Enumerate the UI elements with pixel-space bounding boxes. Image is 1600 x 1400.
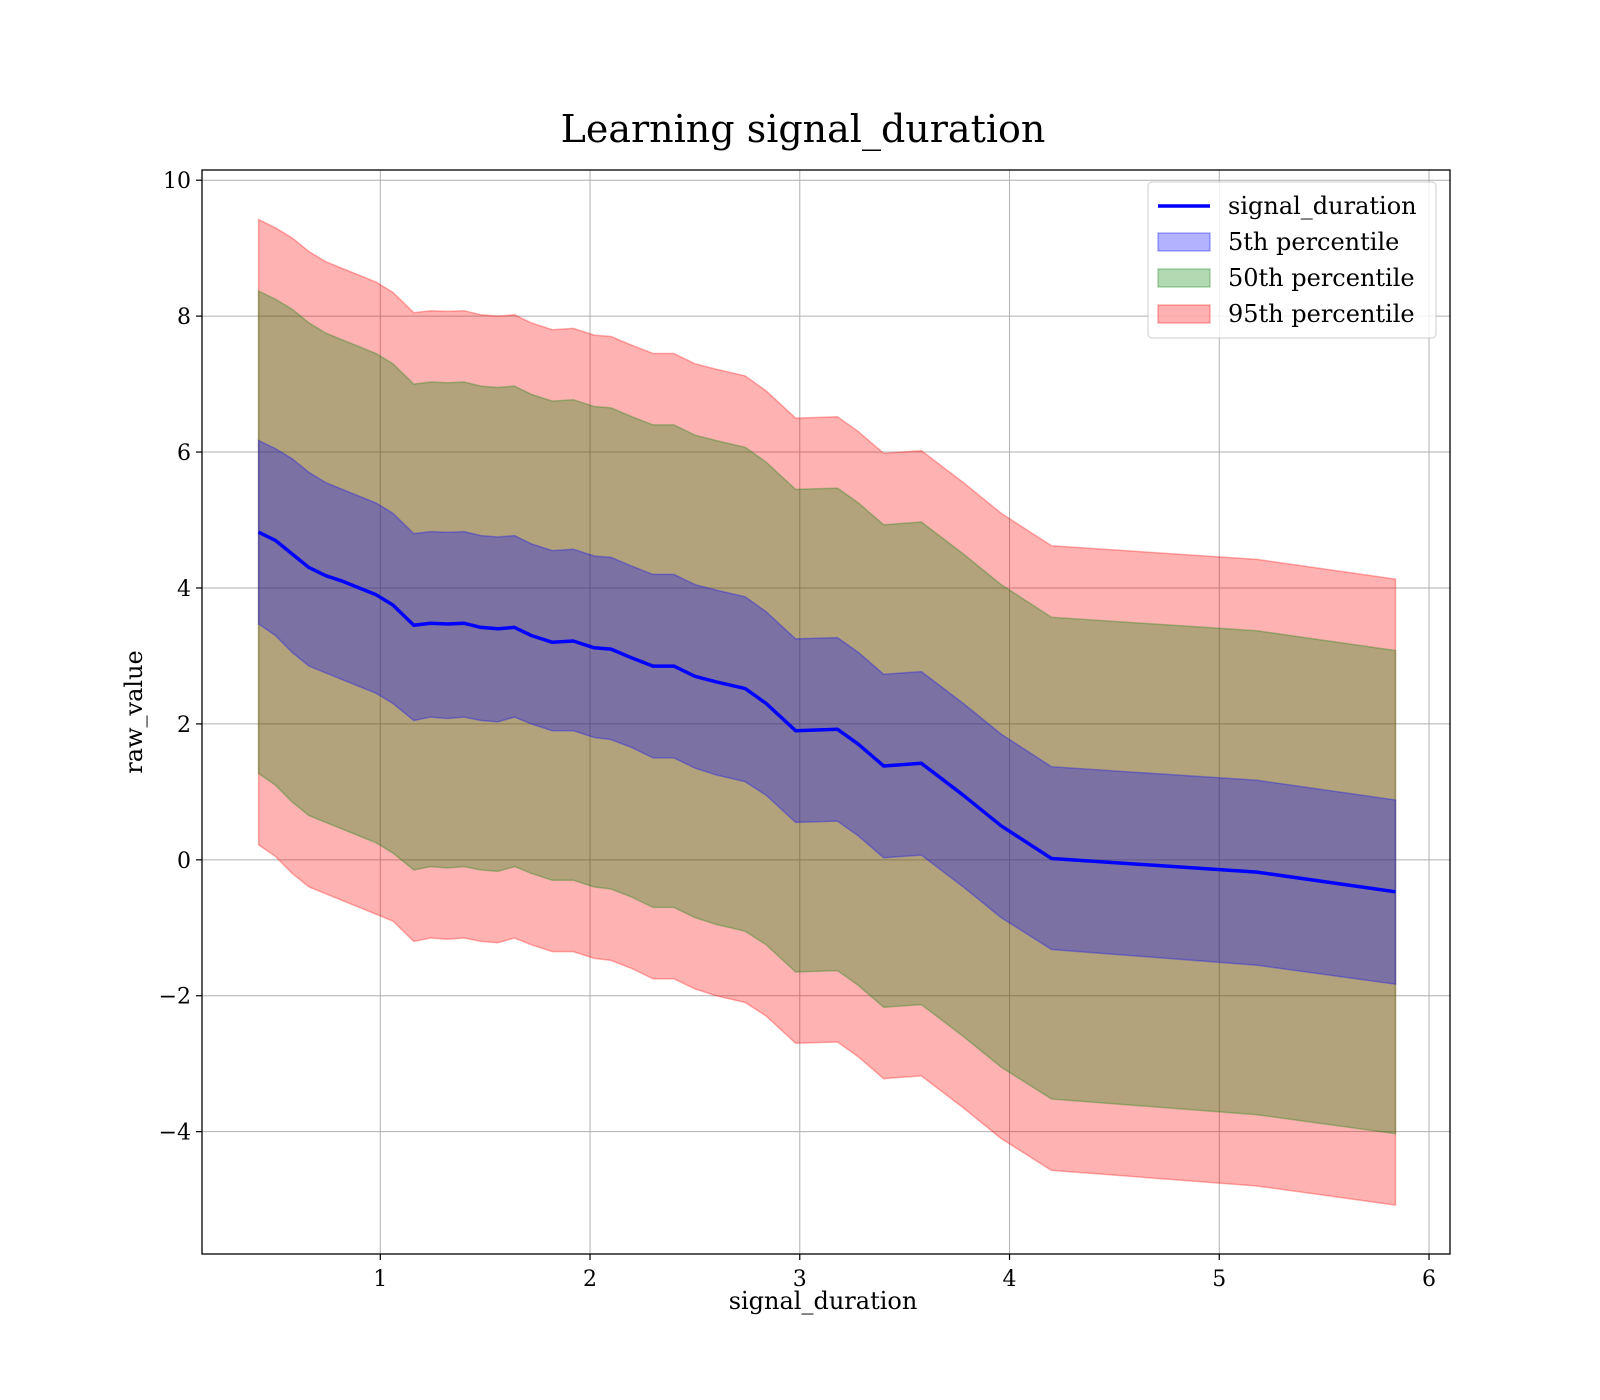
y-axis-ticks: −4 −2 0 2 4 6 8 10 bbox=[159, 169, 202, 1146]
legend-label: 5th percentile bbox=[1228, 228, 1399, 256]
y-axis-label: raw_value bbox=[120, 650, 148, 774]
y-tick-label: 10 bbox=[163, 169, 191, 194]
series-line-0 bbox=[257, 530, 1396, 894]
band-0 bbox=[257, 218, 1397, 1206]
legend-swatch-patch bbox=[1157, 304, 1211, 324]
legend-label: signal_duration bbox=[1228, 192, 1417, 220]
y-tick-label: −4 bbox=[159, 1121, 191, 1146]
x-tick-label: 2 bbox=[583, 1267, 597, 1292]
chart-title: Learning signal_duration bbox=[561, 107, 1046, 152]
legend-swatch-patch bbox=[1157, 232, 1211, 252]
y-tick-label: 4 bbox=[177, 577, 191, 602]
x-tick-label: 5 bbox=[1212, 1267, 1226, 1292]
series-lines bbox=[257, 530, 1396, 894]
y-tick-label: 6 bbox=[177, 441, 191, 466]
y-tick-label: 0 bbox=[177, 849, 191, 874]
x-tick-label: 6 bbox=[1422, 1267, 1436, 1292]
plot-frame bbox=[201, 169, 1451, 1255]
legend-label: 50th percentile bbox=[1228, 264, 1415, 292]
band-2 bbox=[257, 439, 1397, 986]
y-tick-label: 2 bbox=[177, 713, 191, 738]
x-axis-label: signal_duration bbox=[729, 1287, 918, 1315]
y-tick-label: 8 bbox=[177, 305, 191, 330]
x-tick-label: 3 bbox=[793, 1267, 807, 1292]
grid bbox=[202, 170, 1450, 1254]
x-tick-label: 4 bbox=[1003, 1267, 1017, 1292]
legend-swatch-patch bbox=[1157, 268, 1211, 288]
legend: signal_duration 5th percentile 50th percen… bbox=[1147, 181, 1437, 339]
legend-label: 95th percentile bbox=[1228, 300, 1415, 328]
y-tick-label: −2 bbox=[159, 985, 191, 1010]
legend-frame bbox=[1147, 181, 1437, 339]
band-1 bbox=[257, 289, 1397, 1135]
bands bbox=[257, 218, 1397, 1206]
x-tick-label: 1 bbox=[373, 1267, 387, 1292]
x-axis-ticks: 1 2 3 4 5 6 bbox=[373, 1254, 1436, 1292]
